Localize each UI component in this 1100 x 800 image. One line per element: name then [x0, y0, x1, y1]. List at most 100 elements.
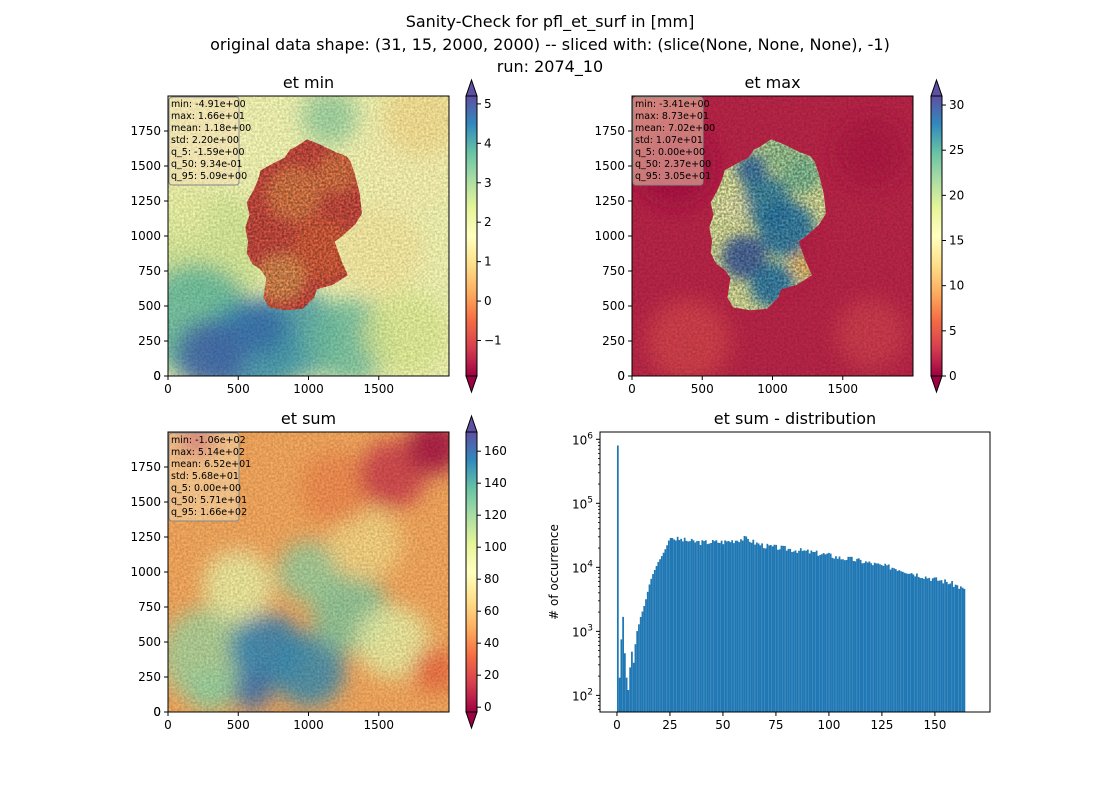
stats-line: min: -4.91e+00 [171, 99, 246, 110]
histogram-bar [935, 577, 938, 712]
colorbar-extend-max [465, 78, 478, 97]
histogram-bar [833, 558, 836, 712]
histogram-bar [914, 576, 917, 712]
y-tick-label: 1750 [130, 460, 161, 474]
histogram-bar [682, 541, 684, 712]
x-tick-label: 1500 [363, 718, 394, 732]
histogram-bar [937, 580, 939, 712]
histogram-bar [755, 542, 758, 712]
histogram-bar [784, 546, 786, 712]
figure-title-line-1: Sanity-Check for pfl_et_surf in [mm] [405, 12, 695, 31]
histogram-bar [893, 568, 895, 712]
stats-line: q_50: 5.71e+01 [171, 495, 247, 506]
histogram-bar [930, 580, 932, 712]
histogram-bar [845, 560, 848, 712]
histogram-bar [903, 572, 906, 712]
histogram-bar [961, 587, 964, 712]
histogram-bar [650, 578, 653, 712]
colorbar-tick-label: 1 [484, 255, 492, 269]
histogram-bars [616, 445, 966, 712]
stats-line: std: 5.68e+01 [171, 471, 239, 482]
stats-line: min: -1.06e+02 [171, 435, 246, 446]
y-tick-label-zero: 0 [153, 369, 161, 383]
tick-base: 10 [572, 689, 587, 703]
histogram-bar [722, 544, 725, 712]
colorbar: 0 5 10 15 20 25 30 [930, 78, 964, 394]
histogram-bar [632, 662, 635, 712]
histogram-bar [708, 543, 711, 712]
y-tick-label: 250 [138, 334, 161, 348]
colorbar: 0 20 40 60 80 100 120 140 160 [465, 414, 507, 730]
histogram-bar [703, 541, 705, 712]
y-tick-label: 750 [138, 600, 161, 614]
stats-line: q_95: 1.66e+02 [171, 507, 247, 518]
y-tick-label: 1750 [130, 124, 161, 138]
colorbar-tick-label: 20 [949, 188, 964, 202]
colorbar-tick-label: 100 [484, 540, 507, 554]
histogram-bar [805, 550, 807, 712]
histogram-bar [731, 540, 734, 712]
histogram-frame [599, 431, 991, 713]
colorbar-tick-label: 2 [484, 215, 492, 229]
y-tick-label: 1250 [130, 194, 161, 208]
histogram-bar [865, 561, 867, 712]
histogram-bar [747, 538, 749, 712]
histogram-bar [821, 554, 823, 712]
histogram-bar [880, 565, 883, 712]
histogram-bar [629, 667, 632, 712]
histogram-bar [931, 578, 934, 712]
histogram-bar [916, 573, 918, 712]
tick-base: 10 [572, 497, 587, 511]
histogram-bar [951, 581, 953, 712]
histogram-bar [696, 541, 698, 712]
histogram-bar [643, 605, 646, 712]
x-tick-label: 0 [164, 718, 172, 732]
histogram-bar [933, 577, 936, 712]
y-tick-label: 0 [153, 369, 161, 383]
histogram-bar [750, 542, 753, 712]
histogram-bar [689, 541, 691, 712]
histogram-bar [891, 567, 894, 712]
histogram-bar [910, 573, 913, 712]
panel-title: et sum [281, 409, 336, 428]
colorbar-tick-label: 3 [484, 176, 492, 190]
stats-line: mean: 6.52e+01 [171, 459, 251, 470]
histogram-bar [726, 541, 728, 712]
y-tick-label: 0 [617, 369, 625, 383]
histogram-bar [942, 583, 945, 712]
y-tick-label: 1250 [130, 530, 161, 544]
colorbar-gradient [930, 95, 943, 377]
histogram-bar [740, 539, 742, 712]
histogram-bar [715, 540, 718, 712]
x-tick-label: 500 [227, 718, 250, 732]
histogram-bar [803, 550, 806, 712]
colorbar-tick-label: −1 [484, 334, 502, 348]
hist-x-tick-label: 100 [817, 718, 840, 732]
histogram-bar [671, 538, 674, 712]
histogram-bar [877, 563, 880, 712]
colorbar-tick-label: 25 [949, 143, 964, 157]
colorbar-gradient [465, 95, 478, 377]
histogram-bar [692, 540, 695, 712]
histogram-bar [655, 566, 658, 712]
histogram-bar [701, 540, 704, 712]
histogram-bar [792, 551, 795, 712]
histogram-bar [847, 556, 850, 712]
stats-line: max: 5.14e+02 [171, 447, 245, 458]
tick-exponent: 6 [587, 431, 593, 441]
histogram-bar [759, 545, 762, 712]
x-tick-label: 500 [691, 382, 714, 396]
histogram-bar [683, 537, 686, 712]
tick-base: 10 [572, 561, 587, 575]
histogram-bar [815, 550, 818, 712]
histogram-bar [662, 552, 665, 712]
histogram-bar [675, 540, 677, 712]
histogram-bar [766, 543, 769, 712]
histogram-bar [882, 565, 885, 712]
histogram-ylabel: # of occurrence [547, 524, 561, 620]
stats-box [168, 96, 240, 186]
histogram-bar [639, 616, 642, 712]
histogram-bar [718, 542, 721, 712]
